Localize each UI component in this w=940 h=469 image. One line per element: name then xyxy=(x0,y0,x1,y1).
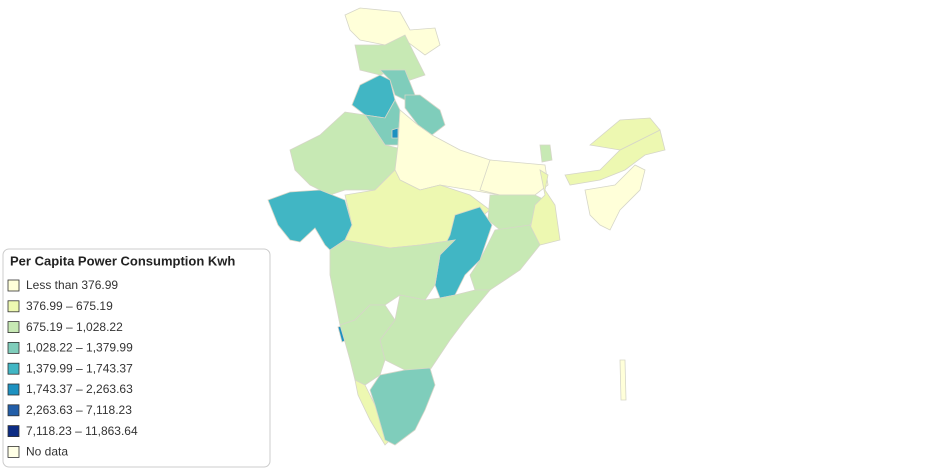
region xyxy=(354,34,426,81)
legend-title: Per Capita Power Consumption Kwh xyxy=(10,253,235,268)
legend-label: No data xyxy=(26,445,68,459)
region xyxy=(369,367,436,446)
legend-label: 1,379.99 – 1,743.37 xyxy=(26,361,133,375)
legend-swatch xyxy=(7,425,20,438)
region xyxy=(479,159,549,196)
legend: Per Capita Power Consumption Kwh Less th… xyxy=(2,248,271,468)
legend-label: 376.99 – 675.19 xyxy=(26,299,113,313)
region xyxy=(404,94,446,136)
legend-label: 2,263.63 – 7,118.23 xyxy=(26,403,132,417)
legend-label: 7,118.23 – 11,863.64 xyxy=(26,424,138,438)
region xyxy=(589,117,661,151)
legend-swatch xyxy=(7,279,20,292)
region xyxy=(379,289,491,371)
region xyxy=(539,144,553,163)
legend-label: 675.19 – 1,028.22 xyxy=(26,320,123,334)
region xyxy=(354,379,391,446)
legend-label: 1,743.37 – 2,263.63 xyxy=(26,382,133,396)
region xyxy=(344,7,441,56)
legend-swatch xyxy=(7,404,20,417)
legend-swatch xyxy=(7,341,20,354)
region xyxy=(584,164,646,231)
legend-swatch xyxy=(7,445,20,458)
legend-swatch xyxy=(7,321,20,334)
legend-label: 1,028.22 – 1,379.99 xyxy=(26,341,133,355)
region xyxy=(339,304,396,386)
legend-label: Less than 376.99 xyxy=(26,278,118,292)
region xyxy=(619,359,627,401)
legend-box xyxy=(2,248,271,468)
region xyxy=(529,169,561,246)
region xyxy=(267,189,353,251)
region xyxy=(564,129,666,186)
legend-swatch xyxy=(7,300,20,313)
legend-swatch xyxy=(7,362,20,375)
region xyxy=(391,127,399,139)
regions xyxy=(267,7,666,446)
legend-swatch xyxy=(7,383,20,396)
